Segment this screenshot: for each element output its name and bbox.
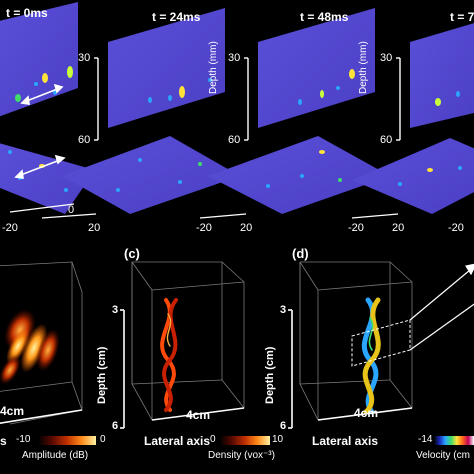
density-volume-panel xyxy=(131,261,245,421)
amplitude-helix xyxy=(0,309,60,385)
lateral-tick-6: 20 xyxy=(392,222,405,234)
colorbar-amplitude xyxy=(38,436,96,445)
velocity-arrow-bottom xyxy=(14,154,66,179)
lateral-tick-7: -20 xyxy=(448,222,464,234)
colorbar-velocity xyxy=(434,436,474,445)
lateral-axis-label-d: Lateral axis xyxy=(312,434,379,448)
depth-axis-label-d: Depth (cm) xyxy=(264,346,276,404)
colorbar-velocity-min: -14 xyxy=(418,434,433,445)
depth-tick-30-2: 30 xyxy=(228,52,241,64)
lateral-tick-2: 20 xyxy=(88,222,101,234)
time-label-1: t = 24ms xyxy=(152,10,201,24)
depth-axis-label-1: Depth (mm) xyxy=(208,41,219,94)
colorbar-density-max: 10 xyxy=(272,434,284,445)
depth-tick-30-3: 30 xyxy=(380,52,393,64)
velocity-arrow-top xyxy=(20,83,64,105)
depth-axis-top xyxy=(94,57,401,141)
depth-axis-label-2: Depth (mm) xyxy=(358,41,369,94)
lateral-axis-label-partial: s xyxy=(0,434,7,448)
time-label-2: t = 48ms xyxy=(300,10,349,24)
scale-bar-c xyxy=(151,407,245,421)
depth-slice-panel-2 xyxy=(108,8,225,128)
panel-label-c: (c) xyxy=(124,246,140,261)
depth-axis-label-c: Depth (cm) xyxy=(96,346,108,404)
depth-slice-panel-4 xyxy=(410,23,474,128)
depth-tick-60-2: 60 xyxy=(228,134,241,146)
lateral-tick-1: -20 xyxy=(2,222,18,234)
depth-tick-60-3: 60 xyxy=(380,134,393,146)
colorbar-density-min: 0 xyxy=(210,434,216,445)
density-helix xyxy=(160,298,178,412)
lateral-axis-label-c: Lateral axis xyxy=(144,434,211,448)
lateral-tick-0: 0 xyxy=(68,204,75,216)
velocity-helix xyxy=(361,297,381,415)
lateral-plane-3 xyxy=(208,136,390,214)
colorbar-amplitude-max: 0 xyxy=(100,434,106,445)
lateral-tick-4: 20 xyxy=(240,222,253,234)
lateral-plane-4 xyxy=(352,138,474,214)
scale-label-d: 4cm xyxy=(354,406,379,420)
time-label-3: t = 72m xyxy=(450,10,474,24)
scale-label-c: 4cm xyxy=(186,408,211,422)
depth-tick-3-d: 3 xyxy=(280,304,287,316)
velocity-volume-panel xyxy=(299,261,413,421)
colorbar-velocity-label: Velocity (cm xyxy=(416,450,470,461)
depth-tick-6-d: 6 xyxy=(280,420,287,432)
zoom-box xyxy=(351,319,411,367)
depth-axis-c xyxy=(120,309,125,429)
depth-slice-panel-3 xyxy=(258,8,375,128)
depth-tick-30-1: 30 xyxy=(78,52,91,64)
scale-label-b: 4cm xyxy=(0,404,25,418)
lateral-tick-5: -20 xyxy=(348,222,364,234)
zoom-callout-line xyxy=(409,263,474,351)
lateral-plane-2 xyxy=(62,136,240,214)
depth-axis-d xyxy=(288,309,293,429)
scale-bar-b xyxy=(0,409,83,425)
colorbar-density xyxy=(220,436,270,445)
colorbar-amplitude-min: -10 xyxy=(16,434,31,445)
scale-bar-d xyxy=(317,407,413,421)
depth-tick-3-c: 3 xyxy=(112,304,119,316)
depth-tick-60-1: 60 xyxy=(78,134,91,146)
lateral-axis-top xyxy=(9,203,399,219)
amplitude-volume-panel xyxy=(0,261,83,425)
colorbar-amplitude-label: Amplitude (dB) xyxy=(22,450,89,461)
time-label-0: t = 0ms xyxy=(6,6,48,20)
lateral-tick-3: -20 xyxy=(196,222,212,234)
depth-tick-6-c: 6 xyxy=(112,420,119,432)
colorbar-density-label: Density (vox⁻³) xyxy=(208,450,275,461)
panel-label-d: (d) xyxy=(292,246,309,261)
